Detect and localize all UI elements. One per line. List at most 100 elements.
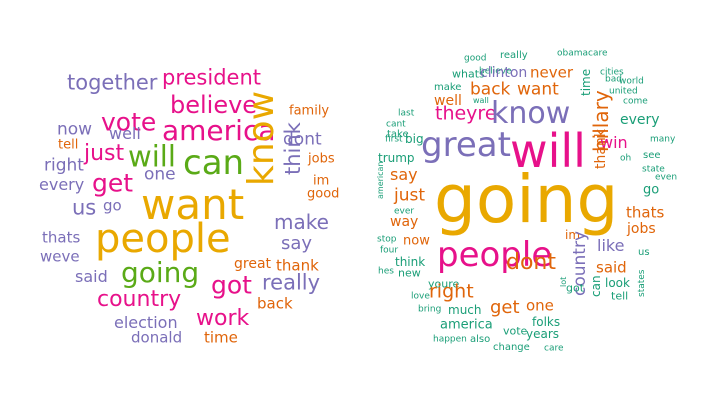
word-left-donald: donald	[131, 328, 183, 347]
word-right-every: every	[620, 112, 660, 128]
word-right-america: america	[440, 317, 493, 333]
word-left-thats: thats	[42, 228, 81, 247]
word-left-believe: believe	[170, 91, 258, 119]
word-left-going: going	[121, 256, 200, 289]
word-right-win: win	[600, 133, 628, 152]
word-right-world: world	[619, 76, 644, 87]
word-left-work: work	[196, 306, 250, 331]
word-left-us: us	[72, 195, 97, 220]
word-left-just: just	[84, 141, 125, 166]
word-right-many: many	[650, 134, 676, 145]
word-right-last: last	[398, 108, 415, 119]
word-right-new: new	[398, 266, 421, 280]
word-right-got: got	[566, 281, 585, 295]
word-right-know: know	[491, 96, 571, 131]
word-right-think: think	[395, 255, 426, 269]
word-left-want: want	[141, 180, 245, 229]
word-right-oh: oh	[620, 153, 632, 164]
word-right-tell: tell	[611, 289, 629, 303]
word-right-hes: hes	[378, 266, 394, 277]
word-right-happen: happen	[433, 334, 467, 345]
word-right-folks: folks	[532, 315, 561, 329]
word-right-right: right	[429, 280, 474, 303]
word-right-thats: thats	[626, 203, 665, 222]
word-right-get: get	[490, 297, 520, 318]
word-right-can: can	[589, 275, 603, 297]
word-right-going: going	[434, 161, 619, 238]
word-right-even: even	[655, 172, 678, 183]
word-right-years: years	[526, 327, 560, 341]
word-left-got: got	[211, 270, 252, 300]
word-right-wall: wall	[473, 96, 489, 105]
word-left-election: election	[114, 313, 178, 332]
word-right-good: good	[464, 53, 487, 64]
word-right-four: four	[380, 245, 399, 256]
word-right-clinton: clinton	[480, 65, 528, 81]
word-left-jobs: jobs	[308, 151, 335, 167]
word-left-family: family	[289, 103, 330, 119]
word-right-just: just	[394, 185, 426, 206]
word-cloud-left: together president family believe vote now wel…	[39, 67, 340, 347]
word-left-together: together	[67, 70, 158, 95]
word-right-also: also	[470, 334, 491, 345]
word-left-country: country	[97, 287, 182, 312]
word-left-well: well	[109, 124, 141, 143]
word-left-will: will	[128, 139, 176, 174]
word-right-make: make	[434, 82, 462, 93]
word-right-believe: believe	[479, 66, 512, 77]
word-left-america: america	[162, 114, 276, 147]
word-right-dont: dont	[506, 250, 556, 275]
word-cloud-right: good really obamacare believe whats clinton ne…	[354, 0, 708, 401]
word-right-great: great	[421, 125, 511, 165]
word-right-big: big	[405, 132, 424, 146]
word-right-theyre: theyre	[435, 102, 497, 125]
word-right-take: take	[387, 129, 409, 140]
word-left-back: back	[257, 294, 293, 313]
word-right-love: love	[411, 291, 430, 302]
word-left-said: said	[75, 267, 108, 286]
word-left-one: one	[144, 164, 176, 185]
word-right-first: first	[385, 134, 403, 145]
word-right-jobs: jobs	[627, 221, 656, 237]
word-right-youre: youre	[428, 277, 460, 291]
word-right-come: come	[623, 96, 648, 107]
word-right-ever: ever	[394, 206, 415, 217]
word-left-think: think	[281, 121, 305, 175]
word-left-good: good	[307, 186, 340, 202]
word-left-tell: tell	[58, 137, 79, 153]
word-right-vote: vote	[503, 324, 528, 338]
word-right-look: look	[605, 276, 630, 290]
word-left-vote: vote	[101, 107, 157, 137]
word-left-right: right	[44, 155, 84, 176]
word-right-states: states	[637, 269, 647, 298]
word-right-now: now	[403, 233, 430, 249]
word-left-every: every	[39, 175, 85, 194]
word-right-bring: bring	[418, 304, 442, 315]
word-left-im: im	[313, 173, 330, 189]
word-left-thank: thank	[276, 256, 319, 275]
word-left-make: make	[274, 210, 329, 234]
word-right-us: us	[638, 247, 650, 258]
word-left-weve: weve	[40, 247, 80, 266]
word-right-change: change	[493, 342, 530, 353]
word-right-im: im	[565, 228, 581, 242]
word-right-well: well	[434, 93, 462, 109]
word-left-people: people	[95, 216, 231, 262]
word-left-great: great	[234, 256, 272, 272]
word-right-trump: trump	[378, 151, 415, 165]
word-right-like: like	[597, 236, 625, 255]
word-right-really: really	[500, 50, 528, 61]
word-right-much: much	[448, 303, 482, 317]
word-right-obamacare: obamacare	[557, 48, 608, 59]
word-right-said: said	[596, 258, 627, 277]
word-left-know: know	[241, 91, 282, 187]
word-right-go: go	[643, 182, 660, 198]
word-right-people: people	[437, 235, 553, 275]
word-right-one: one	[526, 296, 554, 315]
word-right-way: way	[390, 214, 419, 230]
word-left-get: get	[92, 168, 134, 198]
word-left-dont: dont	[283, 129, 322, 150]
word-left-now: now	[57, 119, 93, 140]
word-right-bad: bad	[605, 74, 622, 85]
word-right-care: care	[544, 343, 564, 354]
